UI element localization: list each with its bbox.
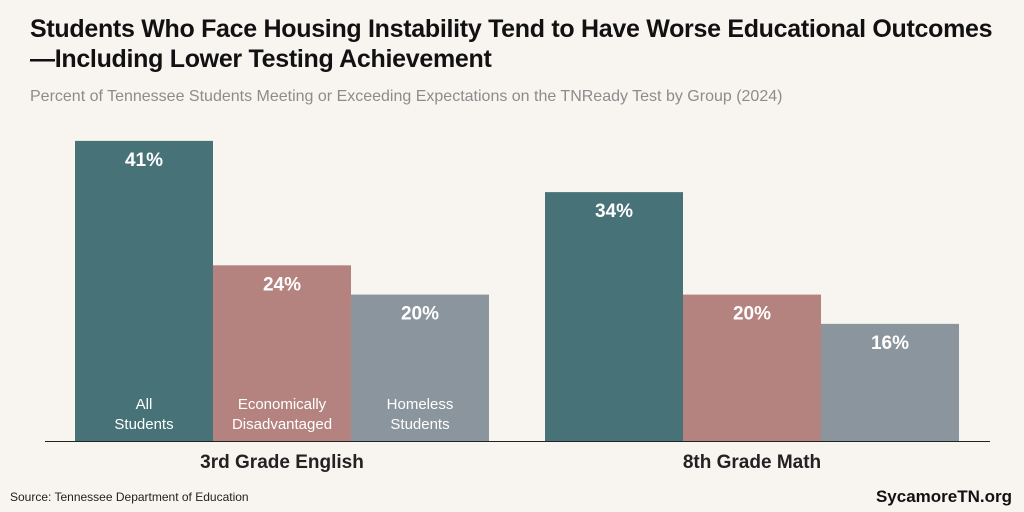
chart-subtitle: Percent of Tennessee Students Meeting or… [30,88,783,105]
value-label: 20% [733,304,771,325]
legend-label-wrap: Economically Disadvantaged [213,395,351,435]
legend-label-box: Economically Disadvantaged [213,395,351,435]
bar [545,192,683,441]
value-label: 41% [125,150,163,171]
brand: SycamoreTN.org [875,487,1012,506]
x-tick-label: 8th Grade Math [683,452,821,473]
value-label: 16% [871,333,909,354]
legend-label-wrap: All Students [75,395,213,435]
bar [75,140,213,441]
bar [213,265,351,441]
x-tick-label: 3rd Grade English [200,452,364,473]
source-note: Source: Tennessee Department of Educatio… [10,490,249,504]
bar [821,323,959,441]
legend-label-box: All Students [75,395,213,435]
value-label: 34% [595,201,633,222]
legend-label: All Students [114,396,174,433]
bar [351,294,489,441]
value-label: 24% [263,274,301,295]
value-label: 20% [401,304,439,325]
legend-label-wrap: Homeless Students [351,395,489,435]
legend-label-box: Homeless Students [351,395,489,435]
legend-label: Economically Disadvantaged [231,396,333,433]
bar [683,294,821,441]
legend-label: Homeless Students [386,396,454,433]
chart-title: Students Who Face Housing Instability Te… [30,15,993,73]
